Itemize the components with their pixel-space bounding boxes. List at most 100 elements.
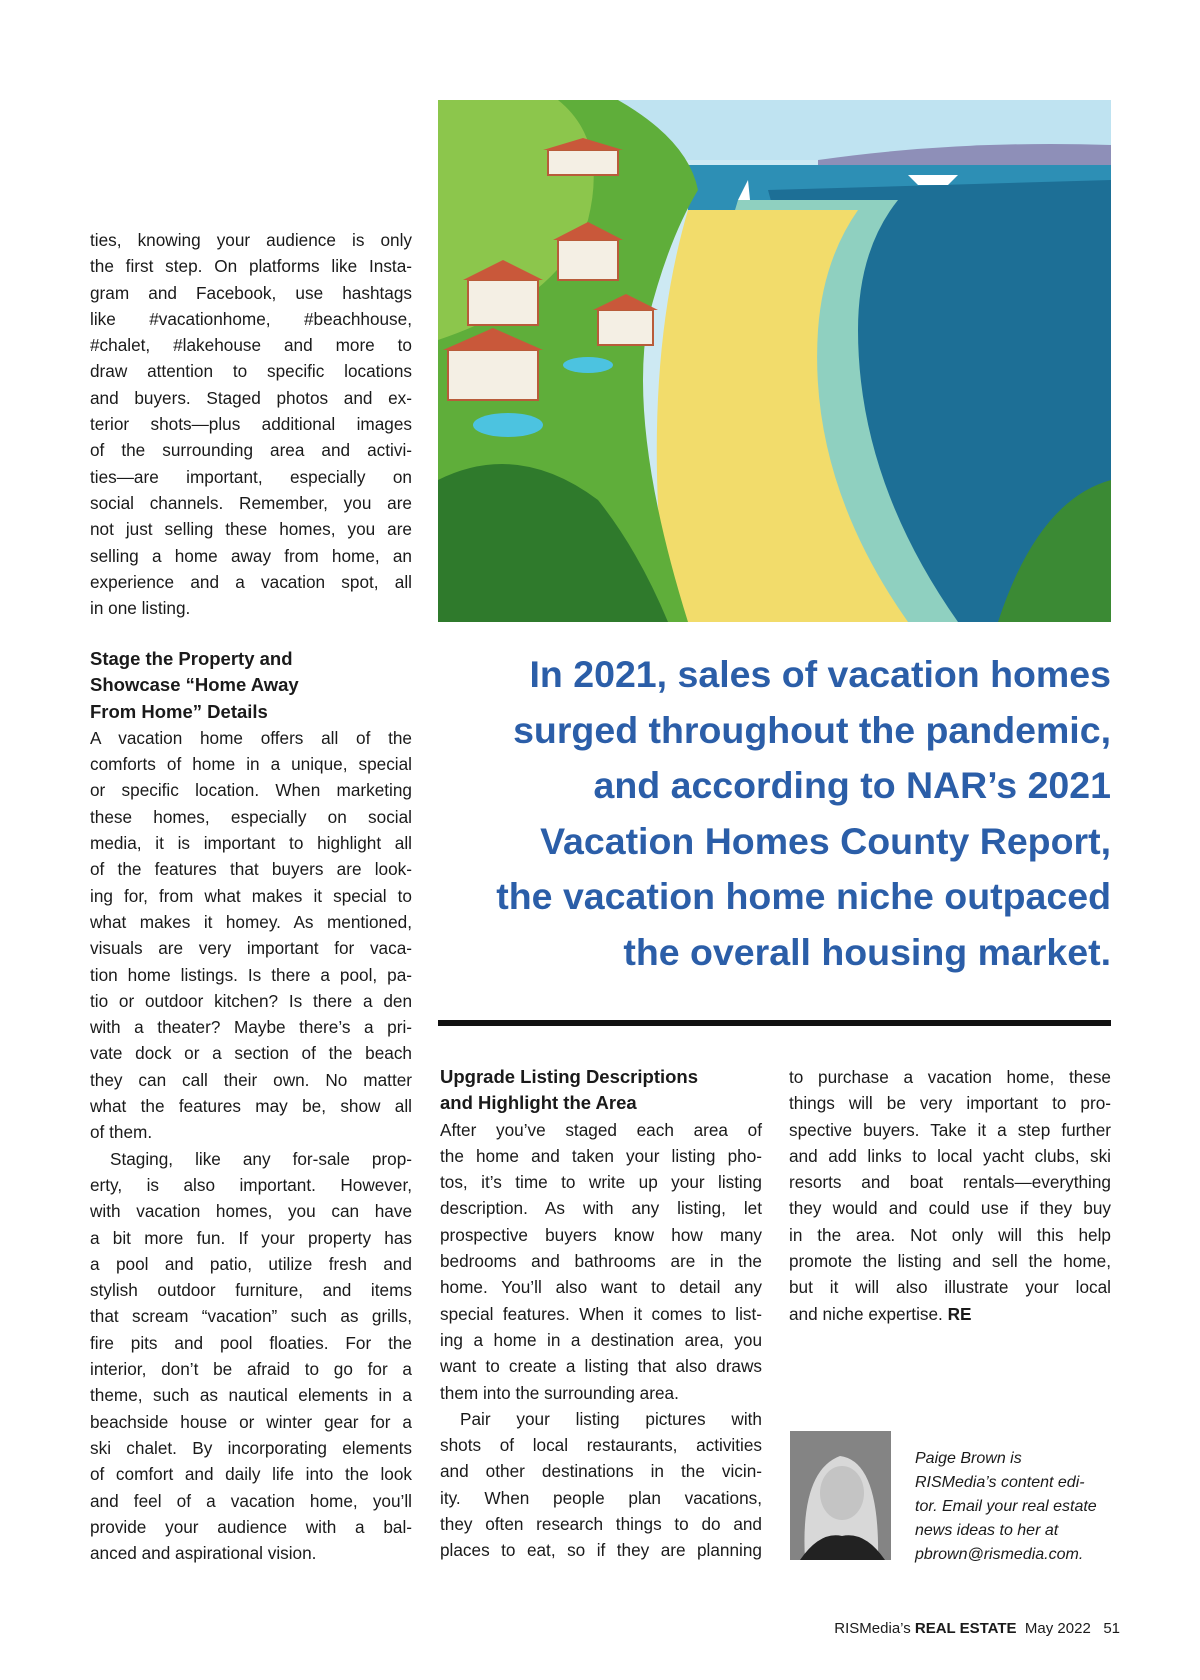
pull-quote-line: and according to NAR’s 2021 (593, 764, 1112, 807)
line-text: bedrooms and bathrooms are in the (440, 1251, 762, 1272)
text-line: tos, it’s time to write up your listing (440, 1169, 762, 1195)
line-text: the first step. On platforms like Insta- (90, 256, 412, 277)
text-line: ski chalet. By incorporating elements (90, 1435, 412, 1461)
text-line: anced and aspirational vision. (90, 1540, 412, 1566)
line-text: of the surrounding area and activi- (90, 440, 412, 461)
text-line: they can call their own. No matter (90, 1067, 412, 1093)
paragraph: Staging, like any for-sale prop-erty, is… (90, 1146, 412, 1567)
pull-quote-line: surged throughout the pandemic, (513, 708, 1111, 751)
text-line: what the features may be, show all (90, 1093, 412, 1119)
left-column-intro: ties, knowing your audience is only the f… (90, 227, 412, 621)
line-text: what the features may be, show all (90, 1096, 412, 1117)
text-line: provide your audience with a bal- (90, 1514, 412, 1540)
line-text: visuals are very important for vaca- (90, 938, 412, 959)
author-bio: Paige Brown is RISMedia’s content edi-tor… (915, 1447, 1097, 1567)
line-text: ski chalet. By incorporating elements (90, 1437, 412, 1458)
line-text: or specific location. When marketing (90, 780, 412, 801)
line-text: a pool and patio, utilize fresh and (90, 1253, 412, 1274)
line-text: places to eat, so if they are planning (440, 1540, 762, 1561)
line-text: want to create a listing that also draws (440, 1356, 762, 1377)
text-line: spective buyers. Take it a step further (789, 1117, 1111, 1143)
line-text: ties—are important, especially on (90, 466, 412, 487)
text-line: and feel of a vacation home, you’ll (90, 1488, 412, 1514)
heading-line: Upgrade Listing Descriptions (440, 1066, 699, 1087)
publication-name: REAL ESTATE (914, 1620, 1017, 1637)
line-text: erty, is also important. However, (90, 1174, 412, 1195)
text-line: Pair your listing pictures with (440, 1406, 762, 1432)
line-text: Pair your listing pictures with (460, 1408, 762, 1429)
beach-illustration (438, 100, 1111, 622)
text-line: stylish outdoor furniture, and items (90, 1277, 412, 1303)
line-text: vate dock or a section of the beach (90, 1043, 412, 1064)
line-text: they often research things to do and (440, 1514, 762, 1535)
text-line: and add links to local yacht clubs, ski (789, 1143, 1111, 1169)
line-text: Staging, like any for-sale prop- (110, 1148, 412, 1169)
text-line: description. As with any listing, let (440, 1195, 762, 1221)
text-line: prospective buyers know how many (440, 1222, 762, 1248)
divider-rule (438, 1020, 1111, 1026)
text-line: tio or outdoor kitchen? Is there a den (90, 988, 412, 1014)
line-text: with a theater? Maybe there’s a pri- (90, 1017, 412, 1038)
line-text: of them. (90, 1122, 153, 1143)
text-line: theme, such as nautical elements in a (90, 1382, 412, 1408)
text-line: home. You’ll also want to detail any (440, 1274, 762, 1300)
text-line: fire pits and pool floaties. For the (90, 1330, 412, 1356)
pull-quote: In 2021, sales of vacation homes surged t… (438, 647, 1111, 981)
text-line: of the features that buyers are look- (90, 856, 412, 882)
text-line: in the area. Not only will this help (789, 1222, 1111, 1248)
page-number: 51 (1103, 1620, 1120, 1637)
text-line: draw attention to specific locations (90, 358, 412, 384)
bio-line: RISMedia’s content edi- (915, 1474, 1085, 1491)
line-text: like #vacationhome, #beachhouse, (90, 308, 412, 329)
text-line: vate dock or a section of the beach (90, 1040, 412, 1066)
line-text: theme, such as nautical elements in a (90, 1385, 412, 1406)
line-text: terior shots—plus additional images (90, 414, 412, 435)
line-text: they can call their own. No matter (90, 1069, 412, 1090)
author-photo (790, 1431, 891, 1560)
line-text: beachside house or winter gear for a (90, 1411, 412, 1432)
text-line: them into the surrounding area. (440, 1380, 762, 1406)
line-text: and other destinations in the vicin- (440, 1461, 762, 1482)
text-line: beachside house or winter gear for a (90, 1409, 412, 1435)
line-text: them into the surrounding area. (440, 1382, 679, 1403)
pull-quote-line: In 2021, sales of vacation homes (529, 653, 1111, 695)
paragraph: to purchase a vacation home, these things… (789, 1064, 1111, 1327)
line-text: tion home listings. Is there a pool, pa- (90, 964, 412, 985)
line-text: spective buyers. Take it a step further (789, 1119, 1111, 1140)
text-line: promote the listing and sell the home, (789, 1248, 1111, 1274)
text-line: of them. (90, 1119, 412, 1145)
line-text: a bit more fun. If your property has (90, 1227, 412, 1248)
text-line: ing for, from what makes it special to (90, 883, 412, 909)
bio-line: pbrown@rismedia.com. (915, 1546, 1084, 1563)
heading-line: and Highlight the Area (440, 1092, 637, 1114)
text-line: experience and a vacation spot, all (90, 569, 412, 595)
heading-line: From Home” Details (90, 700, 268, 722)
text-line: not just selling these homes, you are (90, 516, 412, 542)
page-footer: RISMedia’s REAL ESTATE May 2022 51 (834, 1620, 1120, 1637)
text-line: terior shots—plus additional images (90, 411, 412, 437)
text-line: they often research things to do and (440, 1511, 762, 1537)
line-text: promote the listing and sell the home, (789, 1251, 1111, 1272)
line-text: that scream “vacation” such as grills, (90, 1306, 412, 1327)
line-text: experience and a vacation spot, all (90, 571, 412, 592)
text-line: ties—are important, especially on (90, 464, 412, 490)
line-text: tos, it’s time to write up your listing (440, 1172, 762, 1193)
text-line: #chalet, #lakehouse and more to (90, 332, 412, 358)
text-line: these homes, especially on social (90, 804, 412, 830)
line-text: and buyers. Staged photos and ex- (90, 387, 412, 408)
paragraph: A vacation home offers all of the comfort… (90, 725, 412, 1146)
text-line: A vacation home offers all of the (90, 725, 412, 751)
line-text: media, it is important to highlight all (90, 833, 412, 854)
line-text: social channels. Remember, you are (90, 492, 412, 513)
line-text: #chalet, #lakehouse and more to (90, 335, 412, 356)
text-line: things will be very important to pro- (789, 1090, 1111, 1116)
text-line: and other destinations in the vicin- (440, 1458, 762, 1484)
line-text: anced and aspirational vision. (90, 1543, 317, 1564)
text-line: that scream “vacation” such as grills, (90, 1303, 412, 1329)
text-line: media, it is important to highlight all (90, 830, 412, 856)
line-text: ties, knowing your audience is only (90, 230, 412, 250)
line-text: gram and Facebook, use hashtags (90, 282, 412, 303)
line-text: and niche expertise. (789, 1303, 943, 1324)
line-text: interior, don’t be afraid to go for a (90, 1359, 412, 1380)
bio-line: Paige Brown is (915, 1450, 1022, 1467)
